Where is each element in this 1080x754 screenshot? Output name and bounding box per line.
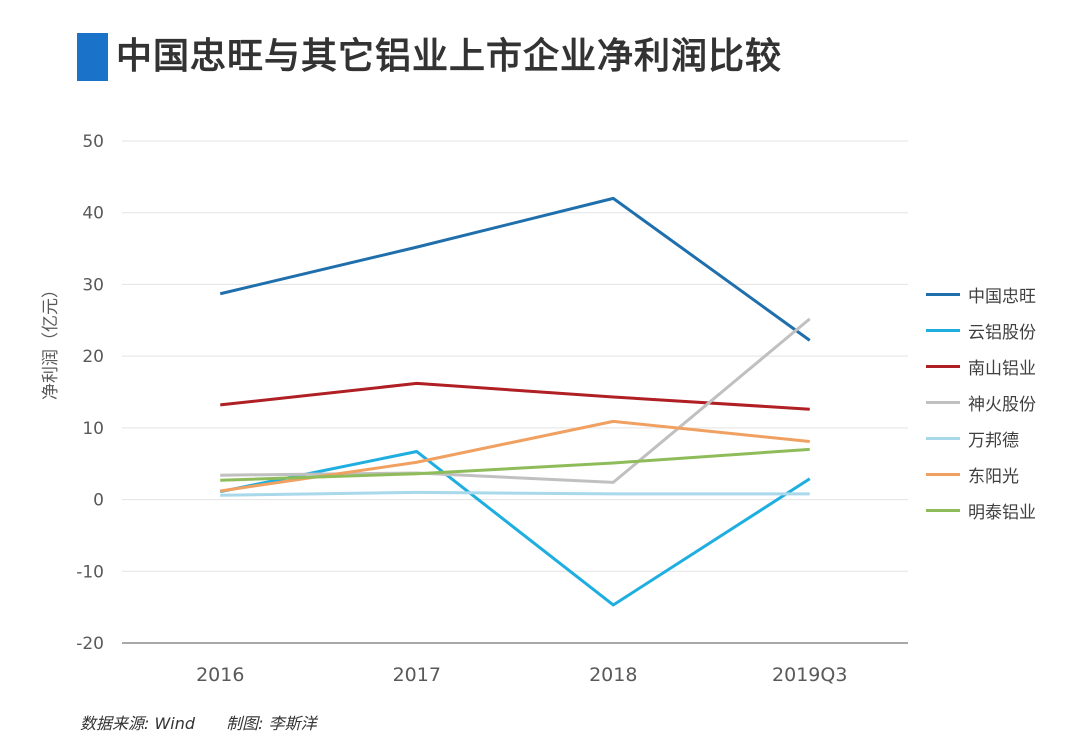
legend-swatch [926,400,960,404]
legend-label: 云铝股份 [968,322,1036,343]
gridlines [122,140,908,644]
legend-label: 南山铝业 [968,358,1036,379]
y-tick-label: 50 [82,132,104,152]
legend-swatch [926,328,960,332]
title-accent-bar [77,33,108,81]
y-tick-label: -20 [76,634,104,654]
series-line-3 [220,317,811,484]
x-tick-label: 2017 [393,664,441,686]
footer: 数据来源: Wind 制图: 李斯洋 [80,710,343,734]
legend-swatch [926,472,960,476]
legend-item: 中国忠旺 [926,276,1036,312]
legend-swatch [926,292,960,296]
legend-item: 东阳光 [926,456,1036,492]
x-tick-label: 2018 [589,664,637,686]
legend-label: 明泰铝业 [968,502,1036,523]
y-tick-label: 30 [82,275,104,295]
y-axis-label: 净利润（亿元） [41,281,61,400]
credit-note: 制图: 李斯洋 [226,714,317,733]
series-lines [219,196,811,607]
legend-swatch [926,436,960,440]
source-note: 数据来源: Wind [80,714,196,733]
legend-label: 东阳光 [968,466,1019,487]
legend: 中国忠旺云铝股份南山铝业神火股份万邦德东阳光明泰铝业 [926,276,1036,528]
legend-item: 明泰铝业 [926,492,1036,528]
legend-label: 神火股份 [968,394,1036,415]
series-line-2 [220,381,810,411]
y-tick-label: 20 [82,347,104,367]
legend-item: 万邦德 [926,420,1036,456]
x-tick-label: 2016 [196,664,244,686]
x-axis-ticks: 2016 2017 2018 2019Q3 [196,664,847,686]
y-tick-label: 0 [93,491,104,511]
y-tick-label: 40 [82,204,104,224]
y-axis-ticks: 50 40 30 20 10 0 -10 -20 [76,132,104,654]
legend-swatch [926,364,960,368]
x-tick-label: 2019Q3 [772,664,847,686]
y-tick-label: -10 [76,562,104,582]
y-tick-label: 10 [82,419,104,439]
series-line-0 [219,196,811,342]
legend-label: 中国忠旺 [968,286,1036,307]
series-line-6 [220,447,810,482]
legend-item: 南山铝业 [926,348,1036,384]
series-line-4 [220,490,810,497]
legend-item: 云铝股份 [926,312,1036,348]
legend-item: 神火股份 [926,384,1036,420]
legend-swatch [926,508,960,512]
legend-label: 万邦德 [968,430,1019,451]
series-line-1 [219,450,811,607]
chart-title: 中国忠旺与其它铝业上市企业净利润比较 [116,36,783,77]
